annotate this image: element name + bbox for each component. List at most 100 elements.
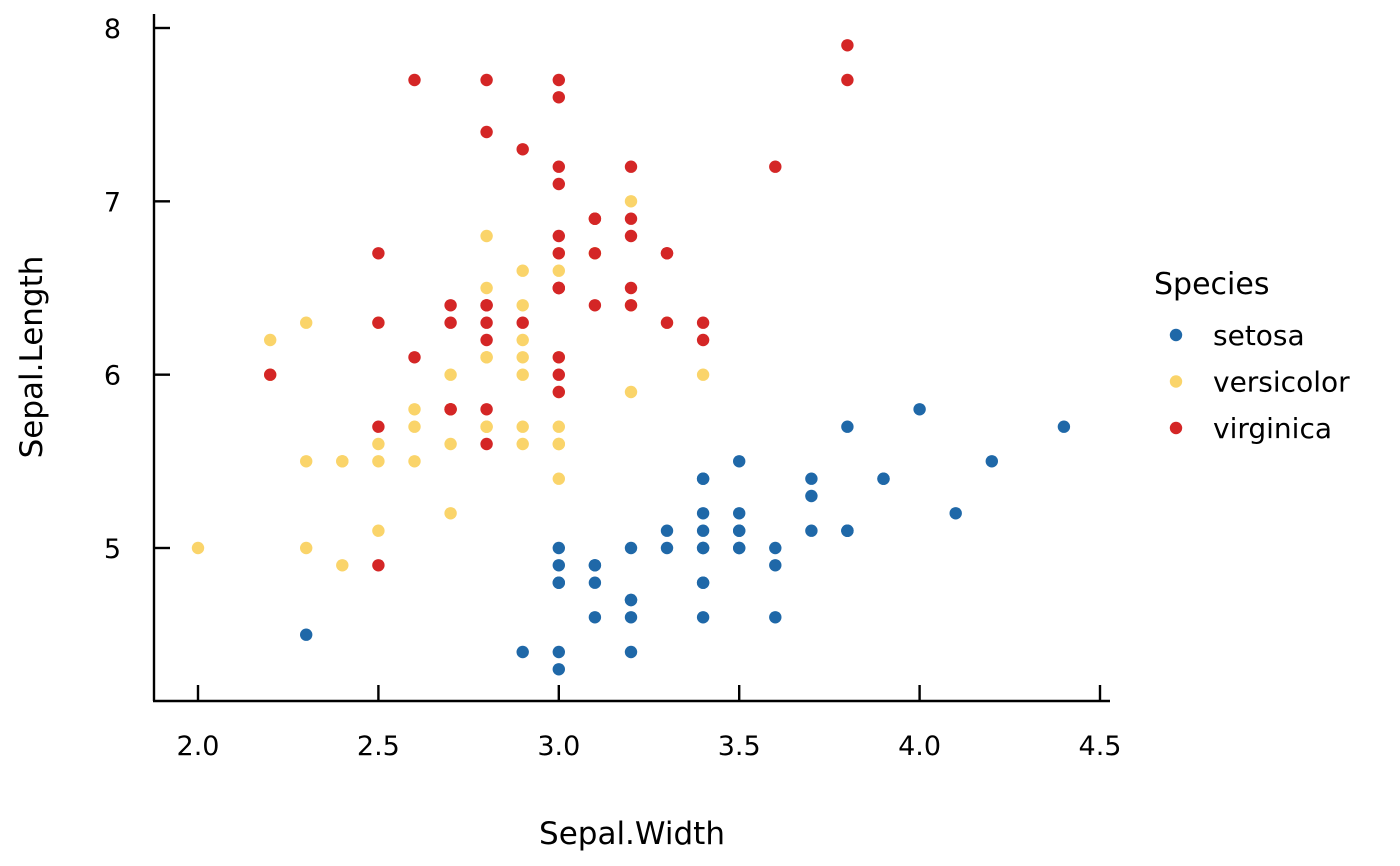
data-point-virginica	[480, 437, 493, 451]
data-point-virginica	[480, 125, 493, 139]
data-point-setosa	[733, 507, 746, 520]
data-point-virginica	[444, 299, 457, 312]
data-point-virginica	[372, 559, 385, 572]
data-point-setosa	[769, 559, 782, 572]
data-point-virginica	[588, 212, 602, 225]
data-point-setosa	[552, 576, 565, 589]
data-point-virginica	[552, 247, 565, 260]
data-point-versicolor	[372, 437, 385, 451]
data-point-versicolor	[624, 195, 638, 208]
data-point-virginica	[624, 160, 638, 173]
data-point-virginica	[444, 316, 457, 329]
data-point-setosa	[1057, 420, 1071, 433]
data-point-setosa	[733, 455, 746, 468]
data-point-versicolor	[696, 368, 710, 381]
data-point-virginica	[588, 247, 602, 260]
data-point-setosa	[805, 472, 818, 485]
data-point-setosa	[985, 455, 998, 468]
series-virginica	[264, 39, 854, 572]
legend-marker-versicolor	[1169, 375, 1183, 388]
x-tick-label: 2.0	[177, 731, 220, 762]
data-point-setosa	[660, 541, 674, 555]
data-point-setosa	[624, 541, 638, 555]
data-point-setosa	[588, 576, 602, 589]
data-point-setosa	[516, 645, 529, 659]
data-point-setosa	[841, 420, 854, 433]
data-point-virginica	[696, 316, 710, 329]
legend: Species setosa versicolor virginica	[1154, 267, 1350, 445]
y-tick-label: 5	[104, 534, 121, 565]
data-point-setosa	[733, 524, 746, 537]
x-tick-label: 3.0	[537, 731, 580, 762]
data-point-setosa	[769, 541, 782, 555]
data-point-virginica	[408, 351, 421, 364]
data-point-setosa	[696, 541, 710, 555]
points-layer	[191, 39, 1071, 676]
data-point-versicolor	[300, 455, 313, 468]
data-point-virginica	[552, 229, 565, 243]
x-axis-ticks: 2.0 2.5 3.0 3.5 4.0 4.5	[177, 685, 1122, 762]
data-point-versicolor	[480, 281, 493, 295]
legend-label-virginica: virginica	[1213, 412, 1332, 445]
data-point-setosa	[805, 524, 818, 537]
data-point-versicolor	[408, 420, 421, 433]
y-axis-ticks: 5 6 7 8	[104, 14, 170, 565]
data-point-versicolor	[444, 437, 457, 451]
data-point-setosa	[624, 593, 638, 607]
series-versicolor	[191, 195, 710, 572]
data-point-setosa	[949, 507, 962, 520]
series-setosa	[300, 403, 1071, 676]
data-point-versicolor	[624, 385, 638, 399]
data-point-setosa	[696, 576, 710, 589]
y-tick-label: 7	[104, 187, 121, 218]
data-point-versicolor	[480, 351, 493, 364]
y-axis-title: Sepal.Length	[14, 256, 50, 459]
data-point-virginica	[552, 91, 565, 104]
data-point-setosa	[552, 663, 565, 676]
data-point-virginica	[372, 420, 385, 433]
data-point-virginica	[552, 351, 565, 364]
data-point-virginica	[660, 247, 674, 260]
data-point-virginica	[408, 73, 421, 87]
data-point-virginica	[696, 333, 710, 347]
data-point-virginica	[841, 39, 854, 52]
data-point-virginica	[624, 229, 638, 243]
data-point-virginica	[624, 299, 638, 312]
data-point-versicolor	[300, 316, 313, 329]
data-point-versicolor	[552, 472, 565, 485]
data-point-versicolor	[191, 541, 205, 555]
data-point-setosa	[624, 645, 638, 659]
data-point-versicolor	[300, 541, 313, 555]
data-point-virginica	[516, 316, 529, 329]
data-point-versicolor	[480, 229, 493, 243]
data-point-versicolor	[516, 420, 529, 433]
data-point-virginica	[588, 299, 602, 312]
data-point-setosa	[877, 472, 890, 485]
data-point-virginica	[552, 385, 565, 399]
data-point-virginica	[769, 160, 782, 173]
data-point-setosa	[660, 524, 674, 537]
data-point-versicolor	[444, 368, 457, 381]
data-point-versicolor	[516, 264, 529, 277]
data-point-setosa	[696, 611, 710, 624]
data-point-virginica	[841, 73, 854, 87]
data-point-setosa	[696, 507, 710, 520]
data-point-setosa	[733, 541, 746, 555]
data-point-versicolor	[516, 333, 529, 347]
x-tick-label: 3.5	[718, 731, 761, 762]
x-tick-label: 4.5	[1079, 731, 1122, 762]
data-point-versicolor	[264, 333, 277, 347]
data-point-versicolor	[516, 351, 529, 364]
legend-marker-setosa	[1169, 328, 1183, 342]
y-tick-label: 8	[104, 14, 121, 45]
data-point-setosa	[841, 524, 854, 537]
data-point-virginica	[480, 316, 493, 329]
data-point-versicolor	[480, 420, 493, 433]
data-point-virginica	[264, 368, 277, 381]
data-point-setosa	[805, 489, 818, 503]
data-point-virginica	[660, 316, 674, 329]
data-point-virginica	[624, 281, 638, 295]
data-point-virginica	[480, 333, 493, 347]
data-point-setosa	[588, 611, 602, 624]
